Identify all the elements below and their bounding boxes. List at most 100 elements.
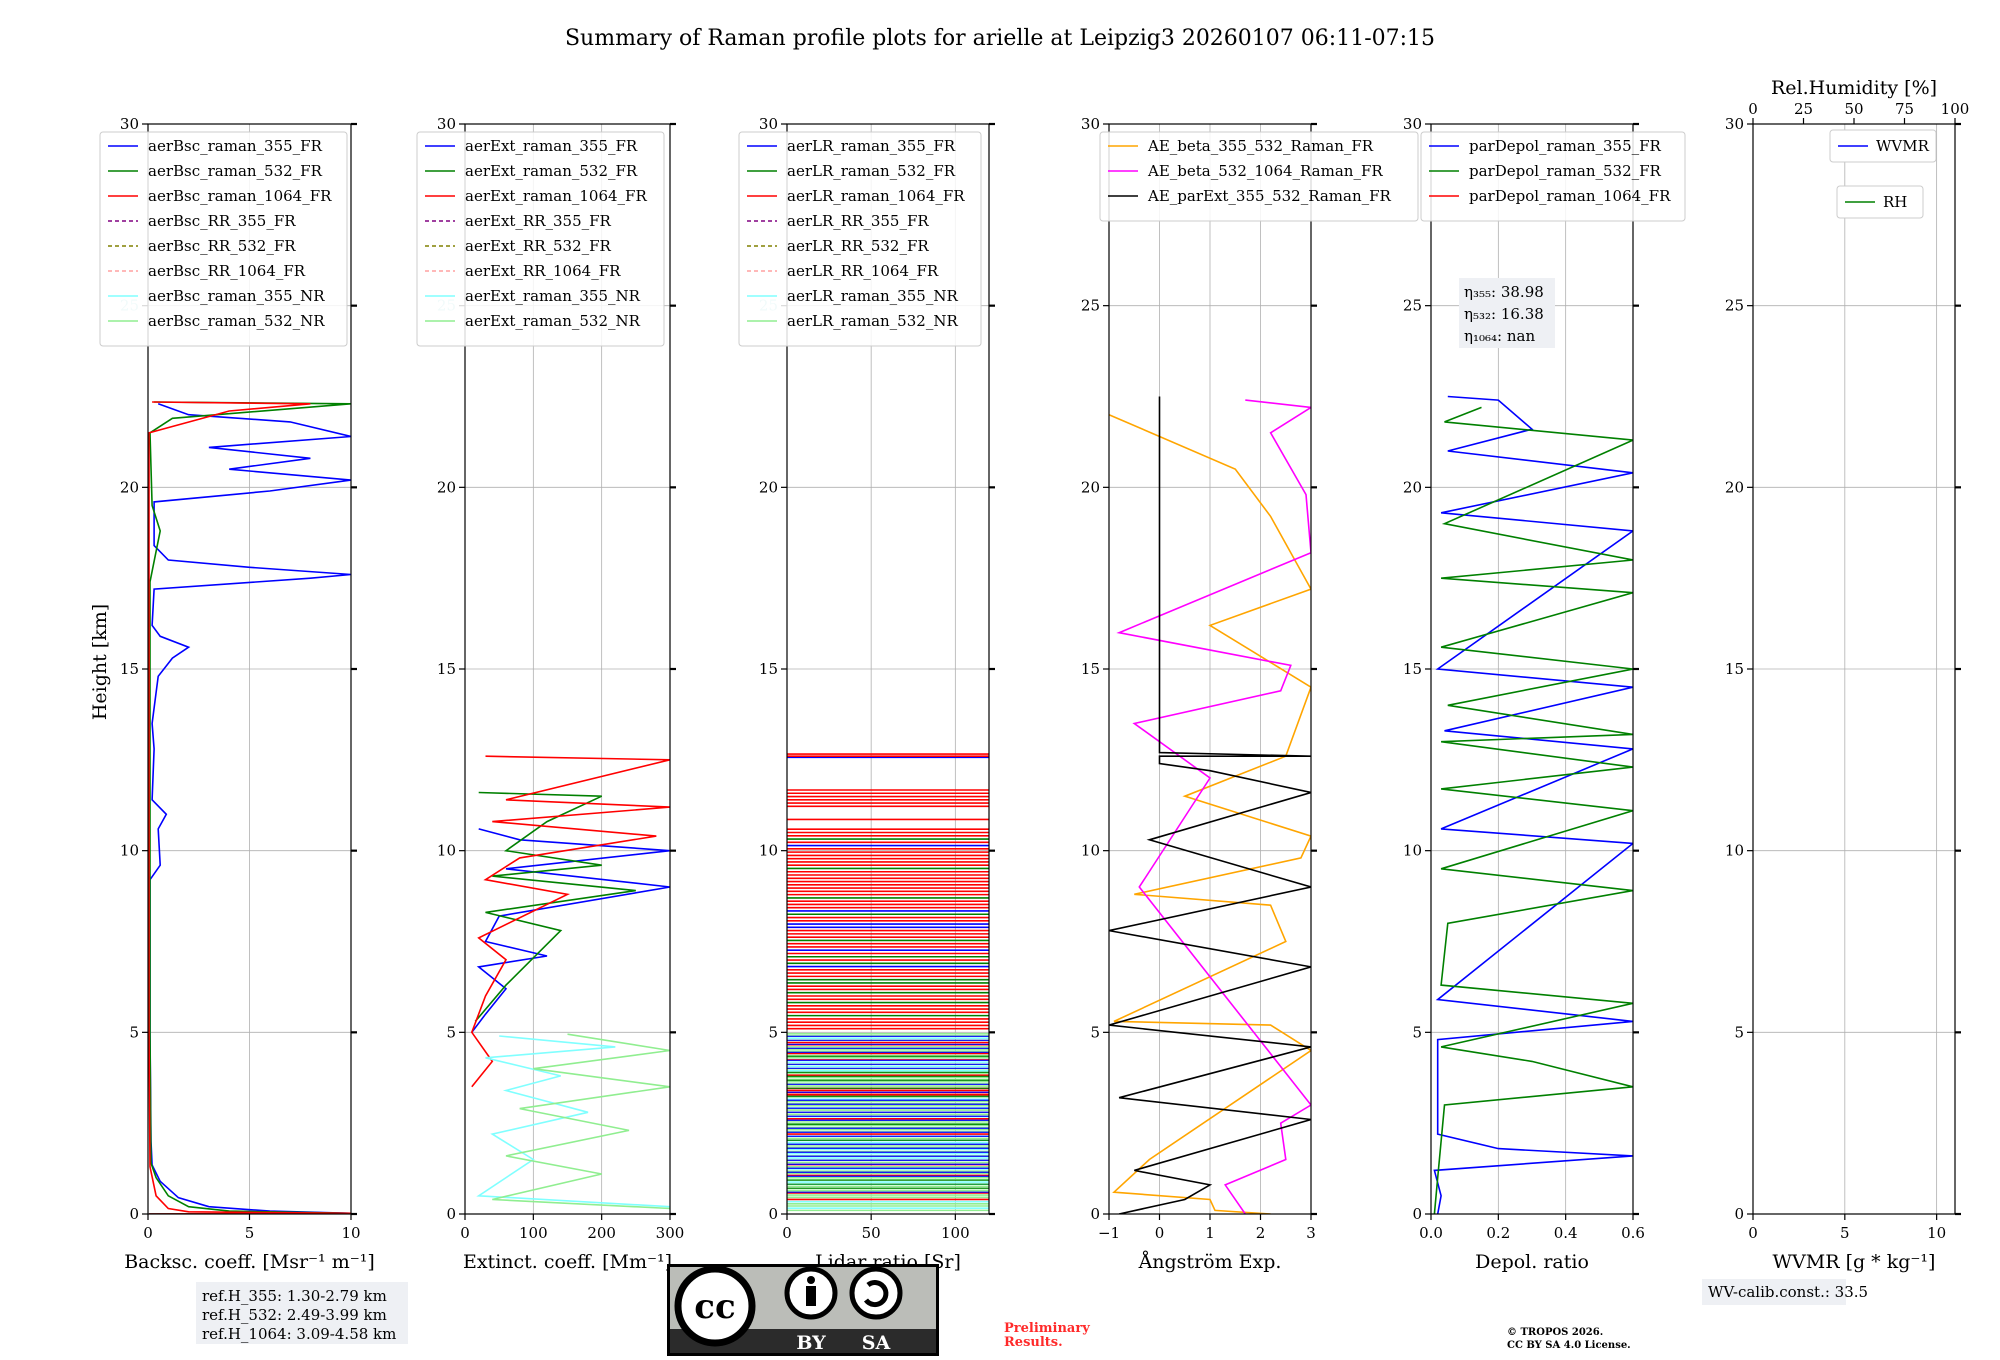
y-tick-label: 10: [759, 842, 778, 860]
legend-label: parDepol_raman_355_FR: [1469, 137, 1662, 155]
x-tick-label: 1: [1205, 1224, 1215, 1242]
panels: 0510152025300510Backsc. coeff. [Msr⁻¹ m⁻…: [99, 77, 1969, 1273]
ref-height-1064: ref.H_1064: 3.09-4.58 km: [202, 1325, 396, 1343]
y-tick-label: 15: [120, 660, 139, 678]
legend-label: aerExt_raman_355_FR: [465, 137, 638, 155]
series-line-aerBsc_raman_1064_FR: [148, 401, 351, 1214]
y-tick-label: 5: [129, 1023, 139, 1041]
series-line-aerExt_raman_1064_FR: [470, 755, 670, 1088]
legend-box: [99, 131, 348, 347]
series-line-aerBsc_raman_532_FR: [148, 401, 351, 1214]
x-tick-label: 200: [587, 1224, 616, 1242]
legend-label: RH: [1883, 193, 1907, 211]
panel-extinction: 0510152025300100200300Extinct. coeff. [M…: [416, 115, 685, 1273]
series-line-AE_beta_355_532_Raman_FR: [1109, 413, 1311, 1214]
y-tick-label: 20: [1403, 478, 1422, 496]
legend-label: aerExt_raman_355_NR: [465, 287, 641, 305]
x-tick-label: 0: [143, 1224, 153, 1242]
x-tick-label: 5: [1840, 1224, 1850, 1242]
legend-label: AE_beta_355_532_Raman_FR: [1147, 137, 1374, 155]
y-tick-label: 15: [437, 660, 456, 678]
y-tick-label: 0: [1734, 1205, 1744, 1223]
legend-label: aerBsc_raman_355_NR: [148, 287, 325, 305]
x-tick-label: 3: [1306, 1224, 1316, 1242]
y-tick-label: 10: [1081, 842, 1100, 860]
y-tick-label: 25: [1081, 297, 1100, 315]
x-tick-label: 0.2: [1486, 1224, 1510, 1242]
x-tick-label: −1: [1098, 1224, 1120, 1242]
x-tick-label: 10: [1927, 1224, 1946, 1242]
ref-height-box: ref.H_355: 1.30-2.79 km ref.H_532: 2.49-…: [196, 1282, 408, 1344]
y-tick-label: 5: [1734, 1023, 1744, 1041]
x-axis-label: Backsc. coeff. [Msr⁻¹ m⁻¹]: [124, 1251, 375, 1273]
y-tick-label: 30: [437, 115, 456, 133]
y-tick-label: 0: [1090, 1205, 1100, 1223]
legend-label: aerLR_raman_532_NR: [787, 312, 958, 330]
legend-label: aerBsc_raman_532_FR: [148, 162, 323, 180]
legend-label: aerExt_RR_1064_FR: [465, 262, 621, 280]
legend-label: aerLR_raman_355_NR: [787, 287, 958, 305]
depol-annotation-text: η₁₀₆₄: nan: [1464, 327, 1535, 345]
y-tick-label: 20: [120, 478, 139, 496]
legend-label: aerBsc_raman_355_FR: [148, 137, 323, 155]
legend-label: parDepol_raman_532_FR: [1469, 162, 1662, 180]
y-tick-label: 20: [1725, 478, 1744, 496]
legend-label: AE_parExt_355_532_Raman_FR: [1147, 187, 1392, 205]
panel-backscatter: 0510152025300510Backsc. coeff. [Msr⁻¹ m⁻…: [99, 115, 375, 1273]
series-line-aerExt_raman_355_NR: [476, 1035, 670, 1208]
y-tick-label: 30: [759, 115, 778, 133]
legend-box: [416, 131, 665, 347]
depol-annotation-text: η₅₃₂: 16.38: [1464, 305, 1544, 323]
legend-label: aerLR_RR_532_FR: [787, 237, 929, 255]
legend-label: aerLR_raman_355_FR: [787, 137, 956, 155]
legend-label: aerLR_RR_355_FR: [787, 212, 929, 230]
lidar-ratio-bands: [787, 753, 989, 1212]
x-tick-label: 0: [460, 1224, 470, 1242]
by-label: BY: [796, 1332, 826, 1354]
legend-box: [1836, 185, 1924, 219]
copyright-line1: © TROPOS 2026.: [1507, 1327, 1603, 1338]
series-line-parDepol_raman_355_FR: [1433, 395, 1633, 1214]
x-tick-label: 0: [1155, 1224, 1165, 1242]
y-tick-label: 5: [1090, 1023, 1100, 1041]
x-tick-label: 100: [941, 1224, 970, 1242]
preliminary-line2: Results.: [1004, 1335, 1063, 1350]
y-axis-label: Height [km]: [89, 604, 111, 720]
legend-label: aerBsc_raman_532_NR: [148, 312, 325, 330]
legend-label: aerBsc_RR_532_FR: [148, 237, 296, 255]
y-tick-label: 10: [120, 842, 139, 860]
legend-label: aerBsc_RR_1064_FR: [148, 262, 306, 280]
sa-icon-arrow: [863, 1280, 889, 1308]
x-tick-label: 300: [656, 1224, 685, 1242]
legend-label: aerExt_RR_355_FR: [465, 212, 612, 230]
ref-height-532: ref.H_532: 2.49-3.99 km: [202, 1306, 387, 1324]
cc-license-badge: cc BY SA: [667, 1264, 939, 1356]
series-line-AE_parExt_355_532_Raman_FR: [1109, 396, 1311, 1214]
y-tick-label: 10: [1725, 842, 1744, 860]
y-tick-label: 0: [446, 1205, 456, 1223]
legend-label: aerExt_raman_532_NR: [465, 312, 641, 330]
y-tick-label: 15: [1403, 660, 1422, 678]
wv-calib-const: WV-calib.const.: 33.5: [1708, 1283, 1868, 1301]
by-icon-head: [807, 1276, 815, 1284]
x-tick-label: 0.0: [1419, 1224, 1443, 1242]
y-tick-label: 20: [437, 478, 456, 496]
y-tick-label: 30: [1403, 115, 1422, 133]
panel-lidar_ratio: 051015202530050100Lidar ratio [Sr]aerLR_…: [738, 115, 995, 1273]
series-line-AE_beta_532_1064_Raman_FR: [1116, 399, 1311, 1214]
y-tick-label: 15: [1725, 660, 1744, 678]
by-icon-body: [806, 1286, 816, 1306]
legend-label: WVMR: [1876, 137, 1930, 155]
y-tick-label: 5: [1412, 1023, 1422, 1041]
x-axis-label: WVMR [g * kg⁻¹]: [1773, 1251, 1936, 1273]
legend-box: [738, 131, 982, 347]
x-tick-label: 50: [862, 1224, 881, 1242]
x2-tick-label: 100: [1941, 100, 1970, 118]
y-tick-label: 5: [768, 1023, 778, 1041]
panel-depolarization: 0 5 10 15 20 25 30 0.0 0.2 0.4 0.6 Depol. ratio parD…: [1403, 115, 1686, 1273]
series-line-aerExt_raman_532_NR: [492, 1033, 670, 1210]
legend-box: [1420, 131, 1686, 222]
